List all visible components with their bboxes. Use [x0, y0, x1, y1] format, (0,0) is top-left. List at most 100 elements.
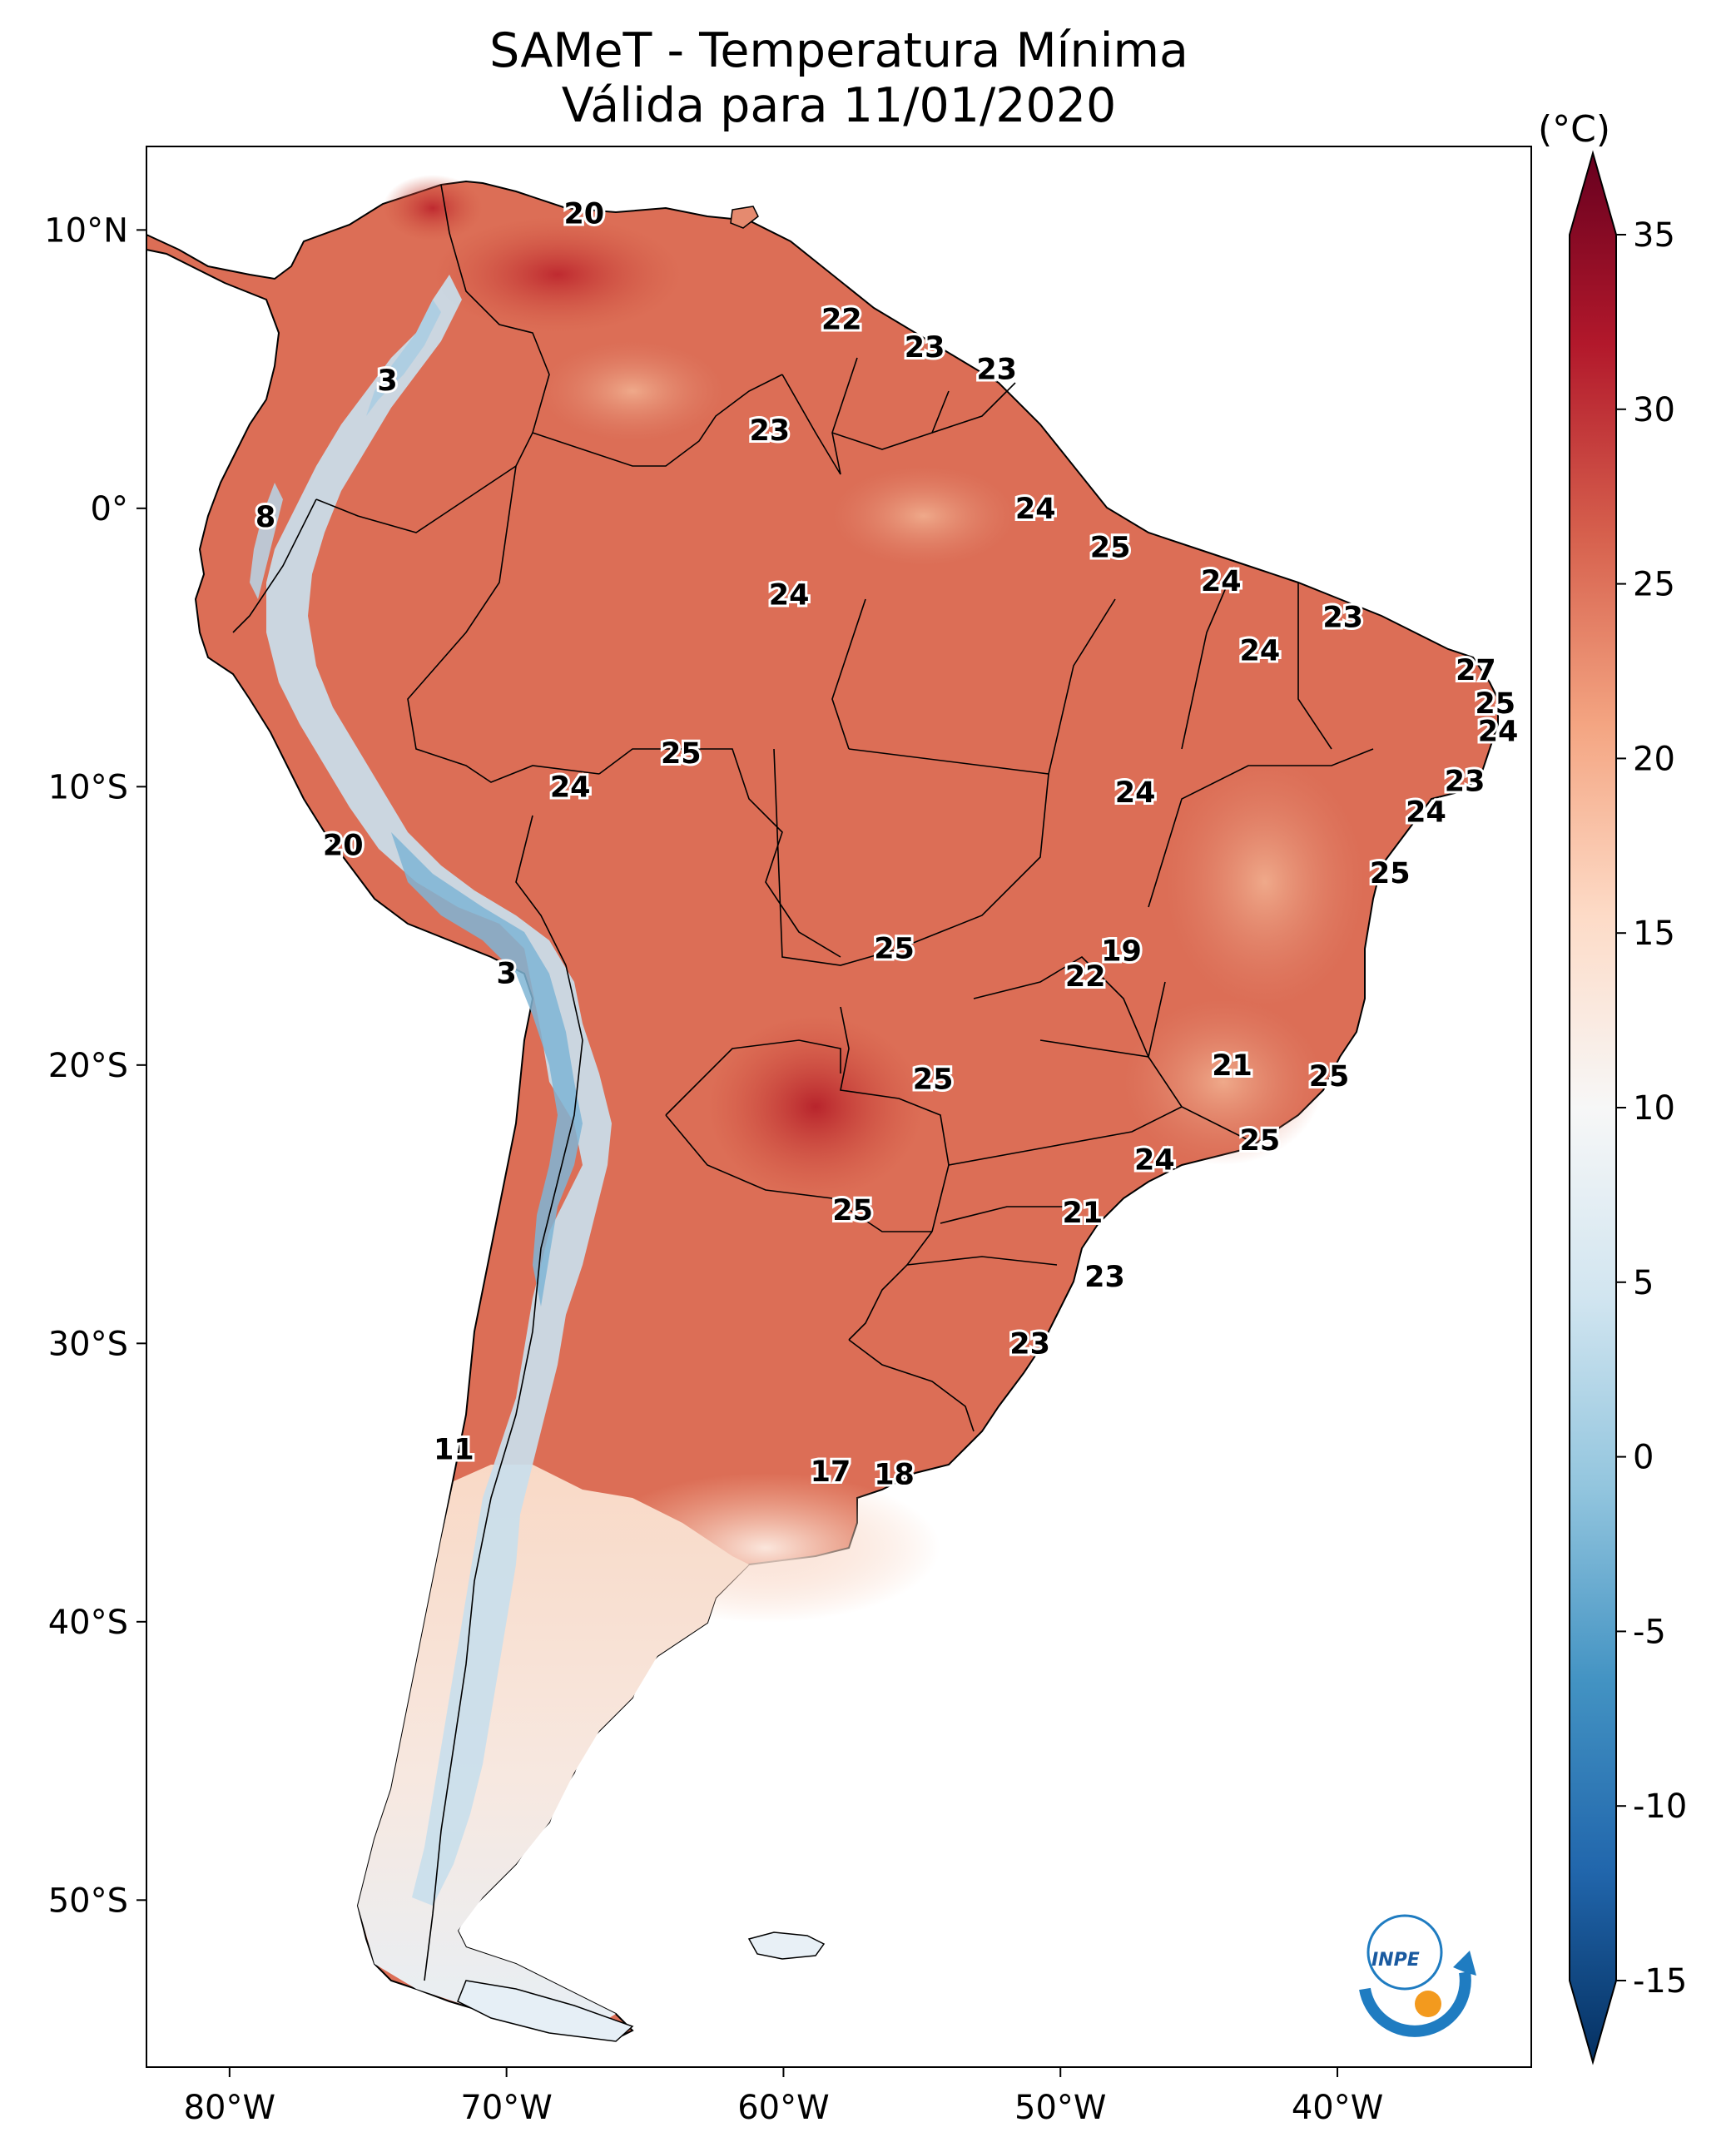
contour-label: 25	[1475, 687, 1515, 721]
colorbar-tick-label: 0	[1633, 1439, 1654, 1477]
andes-colombia-cold	[366, 300, 441, 416]
map-title: SAMeT - Temperatura Mínima	[489, 23, 1188, 78]
contour-label: 25	[1370, 857, 1411, 890]
contour-label: 23	[749, 414, 790, 448]
inpe-logo-arrow	[1453, 1951, 1476, 1976]
contour-label: 23	[1322, 601, 1363, 634]
patagonia-cool-zone	[358, 1465, 749, 2035]
colorbar-tick-label: -15	[1633, 1962, 1687, 2001]
warm-zone-caribbean	[383, 175, 483, 241]
contour-label: 24	[550, 771, 591, 804]
caribbean-islands	[730, 206, 759, 229]
border-colombia-peru	[315, 465, 517, 533]
contour-label: 24	[1201, 565, 1242, 598]
colorbar-tick-label: 20	[1633, 740, 1675, 778]
border-bolivia-paraguay	[665, 1039, 841, 1116]
border-argentina-brazil	[848, 1231, 933, 1341]
colorbar-tick-label: 5	[1633, 1264, 1654, 1302]
hot-zone-llanos	[433, 216, 682, 333]
mild-zone-minas	[1123, 999, 1323, 1165]
colorbar-tick-label: 15	[1633, 915, 1675, 953]
lat-tick-label: 10°S	[48, 768, 128, 806]
lon-tick-label: 70°W	[460, 2089, 552, 2127]
inpe-logo: INPE	[1359, 1914, 1476, 2037]
contour-label: 24	[1406, 796, 1446, 829]
border-ecuador-peru	[232, 498, 317, 633]
border-state-santa-catarina	[906, 1256, 1058, 1266]
mild-zone-guiana	[541, 341, 724, 441]
contour-label: 24	[1478, 715, 1519, 748]
border-uruguay	[848, 1339, 975, 1432]
border-state-goias	[973, 955, 1166, 1059]
lat-tick-label: 50°S	[48, 1882, 128, 1920]
contour-label: 25	[1090, 532, 1131, 565]
contour-label: 8	[255, 501, 275, 534]
contour-label: 22	[1065, 960, 1106, 994]
map-axis-ticks: 80°W 70°W 60°W 50°W 40°W 10°N 0° 10°S 20°S 30°S 40…	[44, 211, 1383, 2127]
border-state-mato-grosso	[773, 748, 1049, 966]
colorbar-tick-label: 10	[1633, 1089, 1675, 1128]
border-state-bahia	[1148, 748, 1374, 908]
tierra-del-fuego	[457, 1980, 634, 2042]
colorbar-tick-label: 35	[1633, 216, 1675, 255]
mild-zone-amapa	[832, 466, 1015, 566]
border-state-northeast	[1181, 573, 1332, 750]
inpe-logo-orb	[1415, 1991, 1441, 2017]
border-state-amazonas-para	[831, 598, 866, 750]
contour-label: 23	[1445, 766, 1486, 799]
contour-label: 24	[1134, 1144, 1175, 1178]
contour-label: 20	[563, 197, 604, 231]
border-venezuela-colombia	[440, 184, 550, 467]
colorbar-tick-label: 30	[1633, 391, 1675, 429]
contour-label: 11	[434, 1433, 474, 1466]
contour-label: 18	[874, 1459, 915, 1492]
contour-label: 17	[811, 1455, 851, 1489]
falkland-islands	[747, 1931, 826, 1960]
andes-coldest-core	[391, 832, 583, 1307]
lon-tick-label: 60°W	[737, 2089, 829, 2127]
contour-label: 23	[905, 331, 945, 364]
contour-label: 24	[1115, 776, 1156, 810]
colorbar: 35 30 25 20 15 10 5 0 -5 -10 -15	[1569, 150, 1687, 2065]
contour-label: 19	[1101, 935, 1142, 969]
border-peru-bolivia	[515, 815, 567, 966]
contour-label: 22	[821, 303, 862, 336]
contour-label: 21	[1063, 1197, 1104, 1230]
south-america-landmass	[146, 175, 1499, 2042]
inpe-logo-arc	[1359, 1971, 1471, 2037]
lon-tick-label: 50°W	[1014, 2089, 1106, 2127]
border-state-parana	[940, 1206, 1074, 1224]
colorbar-unit: (°C)	[1538, 108, 1611, 151]
lat-tick-label: 10°N	[44, 211, 128, 250]
contour-label: 23	[1084, 1261, 1125, 1294]
colorbar-ticks: 35 30 25 20 15 10 5 0 -5 -10 -15	[1616, 216, 1687, 2001]
border-guyana	[781, 357, 858, 475]
contour-label: 25	[1239, 1124, 1280, 1158]
lon-tick-label: 40°W	[1292, 2089, 1383, 2127]
lat-tick-label: 20°S	[48, 1047, 128, 1085]
lat-tick-label: 0°	[91, 490, 128, 528]
andes-ecuador-cold	[250, 483, 283, 599]
border-state-minas	[1039, 1039, 1266, 1149]
colorbar-body	[1569, 150, 1617, 2065]
mild-zone-bahia	[1165, 757, 1365, 1007]
lat-tick-label: 30°S	[48, 1325, 128, 1363]
inpe-logo-text: INPE	[1371, 1950, 1420, 1971]
border-peru-brazil	[407, 465, 600, 783]
border-state-para-tocantins	[848, 598, 1116, 775]
colorbar-tick-label: -10	[1633, 1788, 1687, 1826]
inpe-logo-ring	[1366, 1914, 1443, 1991]
border-french-guiana	[931, 382, 1016, 434]
contour-label: 24	[769, 579, 810, 612]
lat-tick-label: 40°S	[48, 1604, 128, 1642]
lon-tick-label: 80°W	[184, 2089, 275, 2127]
colorbar-tick-label: 25	[1633, 566, 1675, 604]
contour-label: 20	[323, 830, 364, 863]
hot-zone-gran-chaco	[707, 1015, 924, 1198]
contour-label: 21	[1212, 1049, 1252, 1083]
colorbar-tick-label: -5	[1633, 1613, 1666, 1651]
contour-label: 24	[1239, 634, 1280, 667]
contour-label: 25	[832, 1194, 873, 1227]
contour-label: 23	[1009, 1327, 1050, 1361]
